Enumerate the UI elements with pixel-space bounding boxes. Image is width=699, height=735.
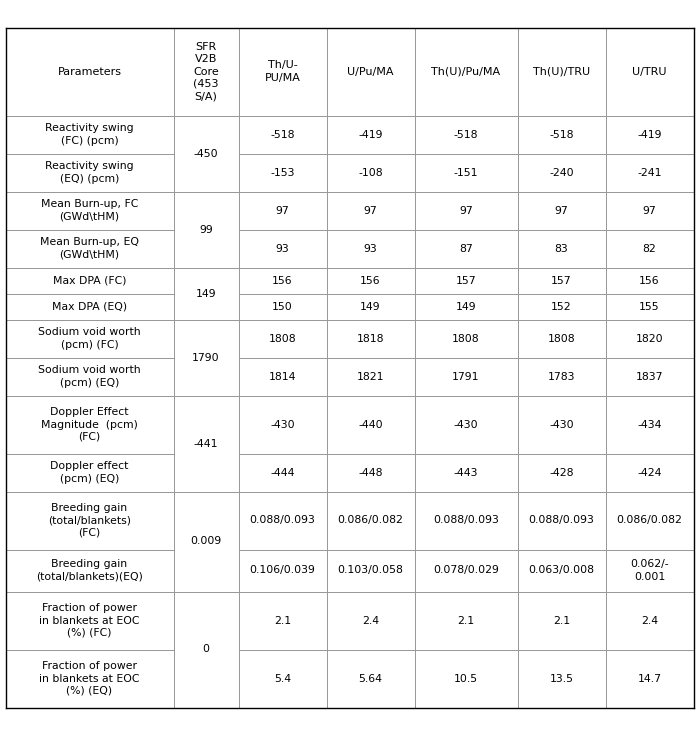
Text: -441: -441 [194, 439, 218, 448]
Text: Th(U)/Pu/MA: Th(U)/Pu/MA [431, 66, 500, 76]
Text: 97: 97 [554, 206, 568, 215]
Text: 82: 82 [642, 243, 656, 254]
Text: -424: -424 [637, 467, 662, 478]
Text: -419: -419 [359, 129, 383, 140]
Text: Fraction of power
in blankets at EOC
(%) (EQ): Fraction of power in blankets at EOC (%)… [39, 661, 140, 696]
Text: -518: -518 [549, 129, 574, 140]
Text: 97: 97 [459, 206, 473, 215]
Text: -518: -518 [454, 129, 478, 140]
Text: -450: -450 [194, 148, 218, 159]
Text: 156: 156 [272, 276, 293, 285]
Text: 1821: 1821 [356, 371, 384, 381]
Text: 156: 156 [639, 276, 660, 285]
Text: -240: -240 [549, 168, 574, 177]
Text: 0.078/0.029: 0.078/0.029 [433, 565, 499, 576]
Text: 99: 99 [199, 224, 213, 234]
Text: 1808: 1808 [452, 334, 480, 343]
Text: 0.086/0.082: 0.086/0.082 [338, 515, 403, 526]
Text: -443: -443 [454, 467, 478, 478]
Text: U/TRU: U/TRU [633, 66, 667, 76]
Text: Breeding gain
(total/blankets)(EQ): Breeding gain (total/blankets)(EQ) [36, 559, 143, 581]
Text: 0.088/0.093: 0.088/0.093 [528, 515, 594, 526]
Text: Mean Burn-up, FC
(GWd\tHM): Mean Burn-up, FC (GWd\tHM) [41, 199, 138, 222]
Text: SFR
V2B
Core
(453
S/A): SFR V2B Core (453 S/A) [193, 42, 219, 101]
Text: 149: 149 [360, 301, 381, 312]
Text: 2.1: 2.1 [457, 615, 475, 625]
Text: 87: 87 [459, 243, 473, 254]
Text: 14.7: 14.7 [637, 673, 661, 684]
Text: Sodium void worth
(pcm) (FC): Sodium void worth (pcm) (FC) [38, 327, 140, 350]
Text: 0.088/0.093: 0.088/0.093 [250, 515, 315, 526]
Text: 150: 150 [272, 301, 293, 312]
Text: 0: 0 [203, 645, 210, 654]
Text: -428: -428 [549, 467, 574, 478]
Text: 1814: 1814 [268, 371, 296, 381]
Text: 13.5: 13.5 [549, 673, 573, 684]
Text: Sodium void worth
(pcm) (EQ): Sodium void worth (pcm) (EQ) [38, 365, 140, 387]
Text: 1790: 1790 [192, 353, 219, 362]
Text: Doppler effect
(pcm) (EQ): Doppler effect (pcm) (EQ) [50, 462, 129, 484]
Text: 157: 157 [456, 276, 476, 285]
Text: Reactivity swing
(EQ) (pcm): Reactivity swing (EQ) (pcm) [45, 161, 134, 184]
Text: -518: -518 [271, 129, 295, 140]
Text: 1820: 1820 [635, 334, 663, 343]
Text: 149: 149 [196, 289, 216, 298]
Text: 2.1: 2.1 [274, 615, 291, 625]
Text: -434: -434 [637, 420, 662, 429]
Text: 2.4: 2.4 [362, 615, 379, 625]
Text: 1818: 1818 [356, 334, 384, 343]
Text: -108: -108 [358, 168, 383, 177]
Text: 1783: 1783 [548, 371, 575, 381]
Text: 152: 152 [552, 301, 572, 312]
Text: 0.062/-
0.001: 0.062/- 0.001 [630, 559, 669, 581]
Text: 2.1: 2.1 [553, 615, 570, 625]
Text: 0.063/0.008: 0.063/0.008 [528, 565, 595, 576]
Text: Mean Burn-up, EQ
(GWd\tHM): Mean Burn-up, EQ (GWd\tHM) [40, 237, 139, 259]
Text: 1791: 1791 [452, 371, 480, 381]
Text: 156: 156 [360, 276, 381, 285]
Text: Parameters: Parameters [57, 66, 122, 76]
Text: 93: 93 [363, 243, 377, 254]
Text: 2.4: 2.4 [641, 615, 658, 625]
Text: -419: -419 [637, 129, 662, 140]
Text: 1808: 1808 [548, 334, 575, 343]
Text: -430: -430 [454, 420, 478, 429]
Text: -440: -440 [358, 420, 383, 429]
Text: -448: -448 [359, 467, 383, 478]
Text: Fraction of power
in blankets at EOC
(%) (FC): Fraction of power in blankets at EOC (%)… [39, 603, 140, 638]
Text: 83: 83 [554, 243, 568, 254]
Text: -241: -241 [637, 168, 662, 177]
Text: -430: -430 [271, 420, 295, 429]
Text: 10.5: 10.5 [454, 673, 478, 684]
Text: 0.103/0.058: 0.103/0.058 [338, 565, 403, 576]
Text: 5.4: 5.4 [274, 673, 291, 684]
Text: 149: 149 [456, 301, 476, 312]
Text: 97: 97 [363, 206, 377, 215]
Text: 0.106/0.039: 0.106/0.039 [250, 565, 315, 576]
Text: -430: -430 [549, 420, 574, 429]
Text: -444: -444 [271, 467, 295, 478]
Text: 97: 97 [275, 206, 289, 215]
Text: Max DPA (EQ): Max DPA (EQ) [52, 301, 127, 312]
Text: 0.009: 0.009 [190, 537, 222, 547]
Text: 97: 97 [642, 206, 656, 215]
Text: U/Pu/MA: U/Pu/MA [347, 66, 394, 76]
Text: 0.088/0.093: 0.088/0.093 [433, 515, 499, 526]
Text: 157: 157 [552, 276, 572, 285]
Text: -153: -153 [271, 168, 295, 177]
Text: 1808: 1808 [268, 334, 296, 343]
Text: 1837: 1837 [636, 371, 663, 381]
Text: Breeding gain
(total/blankets)
(FC): Breeding gain (total/blankets) (FC) [48, 503, 131, 538]
Text: Th(U)/TRU: Th(U)/TRU [533, 66, 590, 76]
Text: 93: 93 [275, 243, 289, 254]
Text: 5.64: 5.64 [359, 673, 382, 684]
Text: -151: -151 [454, 168, 478, 177]
Text: Doppler Effect
Magnitude  (pcm)
(FC): Doppler Effect Magnitude (pcm) (FC) [41, 407, 138, 442]
Text: 0.086/0.082: 0.086/0.082 [617, 515, 682, 526]
Text: Max DPA (FC): Max DPA (FC) [52, 276, 127, 285]
Text: Th/U-
PU/MA: Th/U- PU/MA [264, 60, 301, 83]
Text: 155: 155 [639, 301, 660, 312]
Text: Reactivity swing
(FC) (pcm): Reactivity swing (FC) (pcm) [45, 123, 134, 146]
